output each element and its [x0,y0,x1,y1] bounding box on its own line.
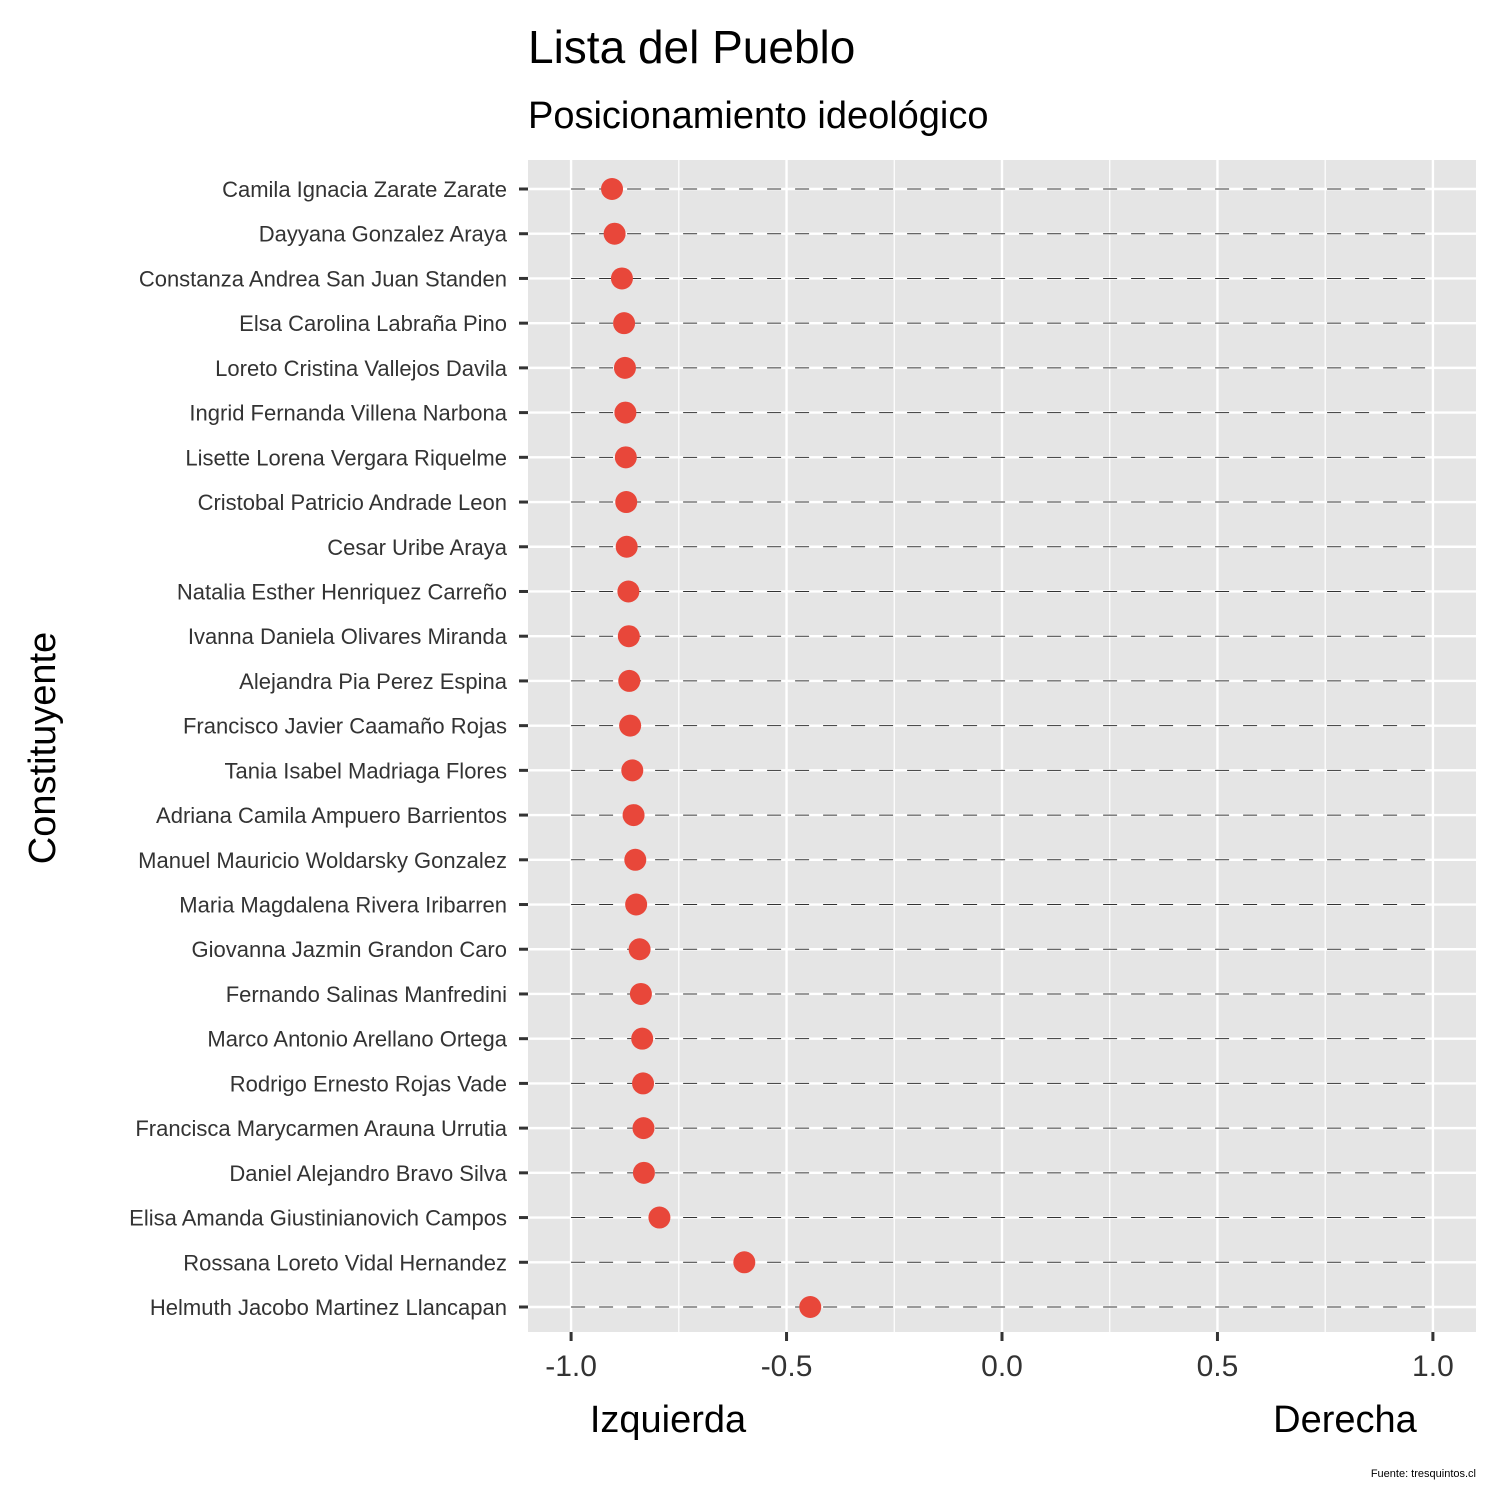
y-tick-label: Maria Magdalena Rivera Iribarren [179,893,507,918]
y-tick-label: Rodrigo Ernesto Rojas Vade [230,1071,507,1096]
y-tick-label: Daniel Alejandro Bravo Silva [229,1161,507,1186]
y-tick-label: Elisa Amanda Giustinianovich Campos [129,1206,507,1231]
y-tick-label: Fernando Salinas Manfredini [226,982,507,1007]
y-tick-label: Natalia Esther Henriquez Carreño [177,579,507,604]
x-tick-label: -0.5 [761,1350,813,1383]
y-tick-label: Adriana Camila Ampuero Barrientos [156,803,507,828]
y-tick-label: Loreto Cristina Vallejos Davila [215,356,508,381]
y-tick-label: Giovanna Jazmin Grandon Caro [192,937,508,962]
data-point [613,312,636,335]
data-point [624,848,647,871]
data-point [622,804,645,827]
data-point [629,982,652,1005]
y-tick-label: Constanza Andrea San Juan Standen [139,266,507,291]
x-axis-label-right: Derecha [1273,1399,1417,1441]
data-point [617,625,640,648]
y-tick-label: Dayyana Gonzalez Araya [259,222,508,247]
y-tick-label: Marco Antonio Arellano Ortega [207,1027,507,1052]
data-point [615,491,638,514]
data-point [621,759,644,782]
data-point [615,535,638,558]
source-note: Fuente: tresquintos.cl [1371,1468,1476,1480]
y-tick-label: Camila Ignacia Zarate Zarate [222,177,507,202]
y-tick-label: Elsa Carolina Labraña Pino [239,311,507,336]
data-point [733,1251,756,1274]
y-tick-label: Tania Isabel Madriaga Flores [225,758,507,783]
data-point [617,580,640,603]
data-point [648,1206,671,1229]
guide-lines [571,188,1433,1308]
data-point [632,1072,655,1095]
data-point [625,893,648,916]
x-tick-label: 1.0 [1412,1350,1454,1383]
y-tick-label: Alejandra Pia Perez Espina [239,669,508,694]
data-point [603,222,626,245]
chart-title: Lista del Pueblo [528,21,855,73]
data-point [799,1296,822,1318]
data-point [613,356,636,379]
y-tick-label: Francisca Marycarmen Arauna Urrutia [135,1116,507,1141]
y-axis-ticks: Camila Ignacia Zarate Zarate Dayyana Gonz… [129,177,528,1320]
chart-subtitle: Posicionamiento ideológico [528,95,989,137]
data-point [614,401,637,424]
data-point [632,1161,655,1184]
data-point [618,669,641,692]
y-tick-label: Manuel Mauricio Woldarsky Gonzalez [138,848,507,873]
y-tick-label: Helmuth Jacobo Martinez Llancapan [150,1295,507,1320]
data-point [601,178,624,200]
y-tick-label: Ingrid Fernanda Villena Narbona [189,401,507,426]
data-point [619,714,642,737]
y-tick-label: Cristobal Patricio Andrade Leon [198,490,507,515]
x-axis-label-left: Izquierda [590,1399,747,1441]
y-tick-label: Cesar Uribe Araya [327,535,508,560]
data-point [631,1027,654,1050]
x-axis-ticks: -1.0 -0.5 0.0 0.5 1.0 [545,1332,1454,1383]
data-point [628,938,651,961]
data-point [632,1117,655,1140]
y-axis-title: Constituyente [22,632,64,864]
y-tick-label: Ivanna Daniela Olivares Miranda [188,624,508,649]
x-tick-label: 0.0 [981,1350,1023,1383]
data-points [601,178,822,1318]
data-point [610,267,633,290]
x-tick-label: 0.5 [1197,1350,1239,1383]
data-point [614,446,637,469]
y-tick-label: Lisette Lorena Vergara Riquelme [185,445,507,470]
y-tick-label: Rossana Loreto Vidal Hernandez [183,1250,507,1275]
x-tick-label: -1.0 [545,1350,597,1383]
y-tick-label: Francisco Javier Caamaño Rojas [183,714,507,739]
